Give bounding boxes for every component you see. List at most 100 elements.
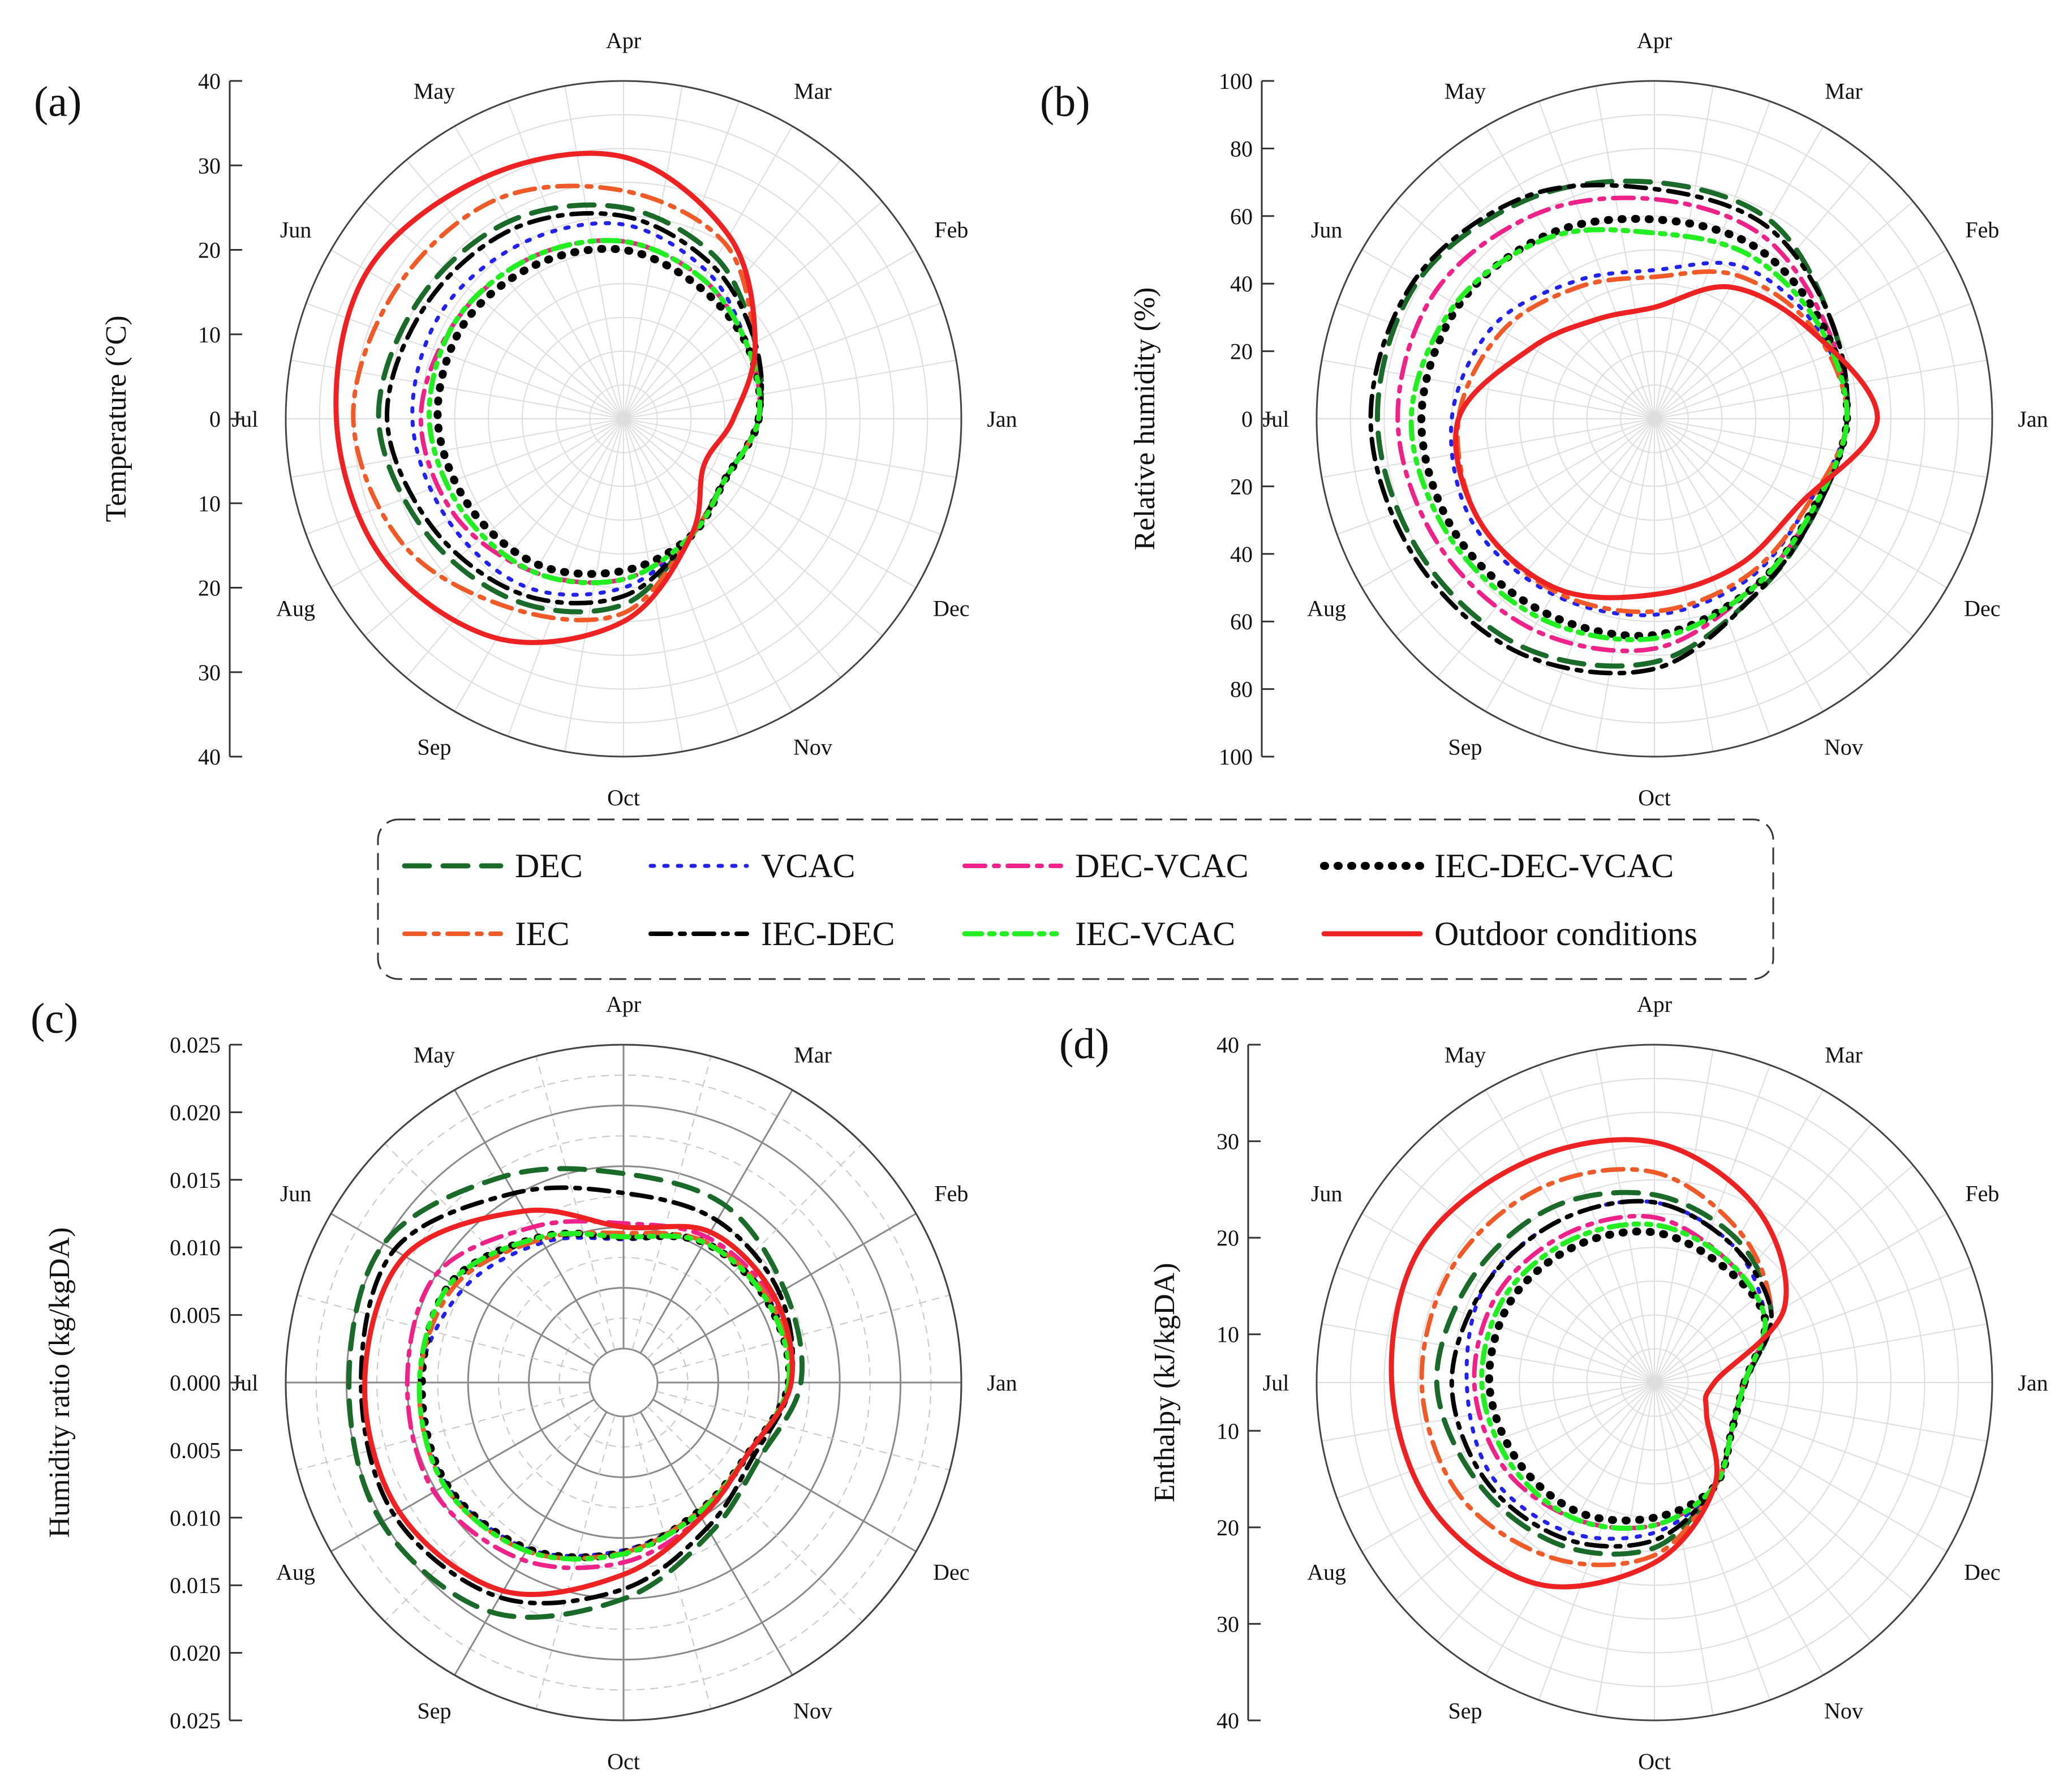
- series-iec-vcac: [416, 1231, 792, 1562]
- series-dec: [346, 1166, 805, 1620]
- series-iec-dec: [385, 211, 764, 606]
- series-iec-dec: [359, 1185, 796, 1606]
- y-tick-label: 60: [1230, 609, 1253, 634]
- grid-spoke: [652, 1398, 917, 1552]
- grid-spoke: [290, 418, 624, 478]
- panel-label: (d): [1059, 1020, 1110, 1068]
- grid-spoke: [623, 302, 942, 419]
- y-tick-label: 100: [1219, 744, 1253, 770]
- legend-box: [377, 818, 1774, 980]
- y-tick-label: 20: [198, 576, 221, 601]
- grid-spoke: [1654, 1382, 1824, 1676]
- y-tick-label: 30: [198, 660, 221, 685]
- month-label-nov: Nov: [1824, 1698, 1863, 1723]
- y-tick-label: 0.010: [170, 1505, 221, 1531]
- grid-spoke: [623, 85, 683, 419]
- month-label-oct: Oct: [607, 1749, 640, 1774]
- grid-spoke: [406, 160, 624, 419]
- month-label-may: May: [414, 1042, 455, 1068]
- grid-spoke: [1538, 418, 1655, 737]
- outer-circle: [285, 1044, 962, 1722]
- grid-spoke: [1485, 1089, 1655, 1383]
- grid-spoke: [656, 1390, 950, 1471]
- month-label-mar: Mar: [1825, 1042, 1863, 1068]
- y-tick-label: 40: [1230, 542, 1253, 567]
- grid-spoke: [1654, 1382, 1714, 1716]
- grid-spoke: [1538, 1064, 1655, 1383]
- panel-d: Jan Feb Mar Apr May Jun Jul Aug Sep Oct Nov Dec 40 30…: [1059, 991, 2048, 1774]
- grid-spoke: [297, 1390, 591, 1471]
- month-label-may: May: [1445, 1042, 1486, 1068]
- grid-spoke: [1654, 1382, 1914, 1600]
- y-tick-label: 40: [198, 68, 221, 94]
- grid-spoke: [1361, 418, 1655, 589]
- legend-item: IEC-VCAC: [962, 915, 1235, 952]
- grid-spoke: [1485, 126, 1655, 419]
- month-label-sep: Sep: [418, 1698, 452, 1723]
- grid-spoke: [1485, 1382, 1655, 1676]
- y-tick-label: 0.025: [170, 1708, 221, 1733]
- month-label-dec: Dec: [933, 1560, 969, 1585]
- legend-item: IEC-DEC: [648, 915, 895, 952]
- month-label-may: May: [414, 79, 455, 104]
- grid-spoke: [1395, 418, 1655, 637]
- series-iec: [351, 183, 764, 623]
- grid-spoke: [535, 1056, 616, 1350]
- grid-spoke: [1654, 1089, 1824, 1383]
- y-tick-label: 20: [198, 238, 221, 263]
- y-tick-label: 10: [198, 491, 221, 516]
- legend-item: IEC: [402, 915, 570, 952]
- grid-spoke: [623, 126, 793, 419]
- grid-spoke: [454, 126, 624, 419]
- series-outdoor-conditions: [362, 1207, 795, 1597]
- series-outdoor-conditions: [1389, 1137, 1789, 1590]
- month-label-aug: Aug: [1307, 1560, 1346, 1585]
- month-label-mar: Mar: [794, 79, 832, 104]
- y-tick-label: 80: [1230, 136, 1253, 161]
- grid-spoke: [1538, 1382, 1655, 1701]
- grid-spoke: [623, 418, 793, 712]
- month-label-nov: Nov: [793, 1698, 832, 1723]
- grid-spoke: [297, 1294, 591, 1375]
- y-tick-label: 30: [1216, 1129, 1239, 1154]
- grid-spoke: [507, 418, 624, 737]
- grid-spoke: [1595, 1382, 1655, 1716]
- grid-spoke: [1654, 1064, 1771, 1383]
- grid-spoke: [1654, 418, 1714, 752]
- outer-circle: [285, 80, 962, 758]
- y-tick-label: 0.015: [170, 1573, 221, 1598]
- month-label-aug: Aug: [1307, 596, 1346, 621]
- grid-spoke: [1654, 126, 1824, 419]
- y-tick-label: 0.005: [170, 1303, 221, 1328]
- y-tick-label: 0.020: [170, 1641, 221, 1666]
- grid-spoke: [1654, 160, 1872, 419]
- grid-spoke: [647, 1406, 863, 1622]
- series-iec: [1419, 1167, 1774, 1568]
- y-tick-label: 20: [1216, 1225, 1239, 1251]
- grid-spoke: [623, 418, 841, 678]
- grid-spoke: [1361, 249, 1655, 419]
- grid-spoke: [623, 418, 883, 637]
- grid-spoke: [647, 1143, 863, 1359]
- grid-spoke: [507, 101, 624, 419]
- grid-spoke: [1654, 85, 1714, 419]
- grid-spoke: [1654, 359, 1988, 419]
- series-vcac: [1448, 260, 1849, 617]
- outer-circle: [1316, 1044, 1993, 1722]
- grid-spoke: [639, 1411, 793, 1676]
- y-tick-label: 100: [1219, 68, 1253, 94]
- y-tick-label: 0.010: [170, 1235, 221, 1260]
- month-label-apr: Apr: [606, 991, 641, 1017]
- grid-spoke: [623, 249, 917, 419]
- grid-spoke: [330, 1398, 595, 1552]
- month-label-jun: Jun: [1311, 217, 1343, 243]
- y-axis-title: Temperature (°C): [100, 315, 132, 522]
- y-tick-label: 0.005: [170, 1437, 221, 1463]
- grid-spoke: [1595, 418, 1655, 752]
- legend-item: DEC: [402, 847, 583, 885]
- month-label-jan: Jan: [987, 406, 1017, 432]
- series-outdoor-conditions: [1453, 284, 1880, 600]
- grid-spoke: [1485, 418, 1655, 712]
- grid-spoke: [535, 1415, 616, 1709]
